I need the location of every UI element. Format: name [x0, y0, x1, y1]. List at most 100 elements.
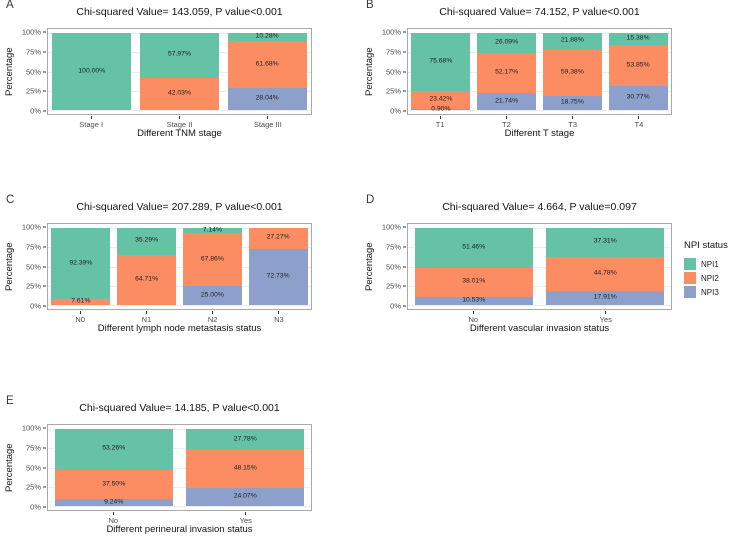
panel-c: C Chi-squared Value= 207.289, P value<0.… — [2, 194, 352, 355]
gridline — [408, 285, 671, 287]
bars-region: 92.39% 7.61% 35.29% 64.71% 7.14% 67.86% 25.00%… — [48, 224, 311, 309]
y-tick-label: 75% — [386, 242, 406, 251]
tick-mark — [90, 116, 92, 119]
bar-slot: 53.26% 37.50% 9.24% — [48, 425, 180, 510]
bar-slot: 57.97% 42.03% — [136, 29, 224, 114]
bar-segment-npi1: 21.88% — [542, 32, 602, 50]
gridline — [48, 448, 311, 450]
legend-swatch-npi3 — [684, 286, 696, 298]
bar-slot: 21.88% 59.38% 18.75% — [540, 29, 606, 114]
bar-value-label: 53.85% — [626, 61, 650, 69]
tick-mark — [43, 266, 46, 267]
bar-slot: 7.14% 67.86% 25.00% — [180, 224, 246, 309]
x-tick-label: N3 — [246, 311, 312, 324]
bar-value-label: 59.38% — [560, 68, 584, 76]
legend-swatch-npi1 — [684, 258, 696, 270]
y-tick-label: 100% — [22, 423, 46, 432]
bar-value-label: 37.31% — [593, 237, 617, 245]
x-axis-ticks: T1 T2 T3 T4 — [407, 116, 672, 129]
y-tick-label: 50% — [26, 67, 46, 76]
bar-segment-npi3: 72.73% — [248, 248, 308, 306]
gridline — [408, 110, 671, 112]
tick-mark — [43, 447, 46, 449]
tick-mark — [43, 246, 46, 248]
x-axis-title: Different T stage — [504, 128, 575, 139]
panel-a: A Chi-squared Value= 143.059, P value<0.… — [2, 0, 352, 160]
stacked-bar: 26.09% 52.17% 21.74% — [477, 32, 537, 111]
chart-title: Chi-squared Value= 207.289, P value<0.00… — [76, 201, 283, 213]
bar-value-label: 57.97% — [167, 50, 192, 58]
x-tick-label: T2 — [473, 116, 539, 129]
bar-segment-npi2: 7.61% — [51, 298, 111, 306]
bar-value-label: 7.61% — [71, 297, 91, 305]
x-tick-label: Stage III — [224, 116, 312, 129]
tick-mark — [439, 116, 441, 119]
bar-value-label: 24.07% — [233, 492, 257, 500]
gridline — [408, 227, 671, 229]
gridline — [48, 247, 311, 249]
bar-slot: 27.27% 72.73% — [245, 224, 311, 309]
tick-mark — [43, 71, 46, 72]
y-tick-label: 100% — [382, 27, 406, 36]
bar-segment-npi2: 59.38% — [542, 49, 602, 96]
legend-label-npi1: NPI1 — [701, 259, 719, 269]
y-tick-label: 25% — [386, 282, 406, 291]
y-tick-label: 0% — [30, 503, 46, 512]
gridline — [408, 247, 671, 249]
bar-segment-npi1: 57.97% — [140, 32, 219, 78]
bar-value-label: 26.09% — [495, 38, 519, 46]
stacked-bar: 15.38% 53.85% 30.77% — [608, 32, 668, 111]
bar-value-label: 48.15% — [233, 464, 257, 472]
gridline — [48, 285, 311, 287]
bar-value-label: 64.71% — [135, 275, 159, 283]
tick-mark — [43, 90, 46, 92]
gridline — [408, 266, 671, 268]
bar-segment-npi3: 10.53% — [414, 297, 533, 306]
x-tick-label: N1 — [113, 311, 179, 324]
bar-value-label: 9.24% — [104, 498, 124, 506]
bar-value-label: 52.17% — [495, 68, 519, 76]
bar-value-label: 35.29% — [135, 237, 159, 245]
bars-region: 51.46% 38.01% 10.53% 37.31% 44.78% 17.91% — [408, 224, 671, 309]
bar-value-label: 100.00% — [78, 67, 106, 75]
plot-area: 51.46% 38.01% 10.53% 37.31% 44.78% 17.91% — [407, 223, 672, 310]
y-tick-label: 0% — [390, 107, 406, 116]
plot-area: 53.26% 37.50% 9.24% 27.78% 48.15% 24.07% — [47, 424, 312, 511]
y-tick-label: 50% — [26, 463, 46, 472]
bar-segment-npi2: 27.27% — [248, 227, 308, 249]
bar-segment-npi2: 53.85% — [608, 44, 668, 87]
y-tick-label: 75% — [26, 443, 46, 452]
bar-value-label: 53.26% — [102, 445, 126, 453]
stacked-bar: 27.27% 72.73% — [248, 227, 308, 306]
bar-segment-npi3: 0.90% — [411, 106, 471, 112]
bar-segment-npi1: 53.26% — [54, 428, 173, 471]
tick-mark — [43, 486, 46, 488]
bar-value-label: 27.78% — [233, 435, 257, 443]
panel-letter: E — [6, 395, 14, 407]
plot-area: 92.39% 7.61% 35.29% 64.71% 7.14% 67.86% 25.00%… — [47, 223, 312, 310]
bar-segment-npi2: 48.15% — [186, 450, 305, 488]
legend-label-npi3: NPI3 — [701, 287, 719, 297]
y-tick-label: 0% — [30, 302, 46, 311]
y-axis-ticks: 0% 25% 50% 75% 100% — [2, 27, 46, 116]
bar-value-label: 21.74% — [495, 97, 519, 105]
bar-segment-npi2: 64.71% — [117, 255, 177, 306]
bar-segment-npi1: 100.00% — [52, 32, 132, 111]
bar-slot: 27.78% 48.15% 24.07% — [180, 425, 312, 510]
tick-mark — [638, 116, 640, 119]
gridline — [408, 52, 671, 54]
tick-mark — [212, 311, 214, 314]
bar-segment-npi2: 38.01% — [414, 267, 533, 298]
y-tick-label: 100% — [382, 222, 406, 231]
x-tick-label: No — [407, 311, 540, 324]
bar-value-label: 72.73% — [266, 272, 290, 280]
tick-mark — [403, 71, 406, 72]
panel-b: B Chi-squared Value= 74.152, P value<0.0… — [362, 0, 712, 160]
legend-item-npi2: NPI2 — [684, 272, 728, 284]
tick-mark — [43, 51, 46, 53]
tick-mark — [403, 110, 406, 112]
stacked-bar: 100.00% — [52, 32, 132, 111]
legend-item-npi1: NPI1 — [684, 258, 728, 270]
bar-segment-npi3: 18.75% — [542, 95, 602, 111]
